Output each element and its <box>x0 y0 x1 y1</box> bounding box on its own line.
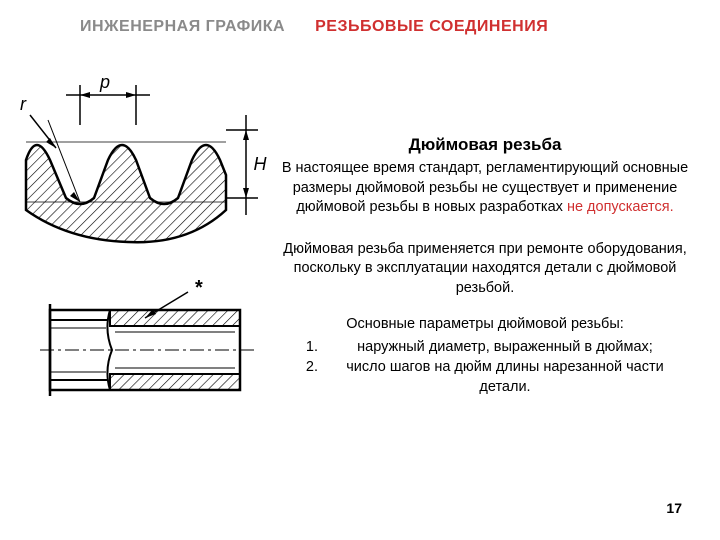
header-left-title: ИНЖЕНЕРНАЯ ГРАФИКА <box>80 18 285 36</box>
list-text-2: число шагов на дюйм длины нарезанной час… <box>330 357 700 398</box>
paragraph-2: Дюймовая резьба применяется при ремонте … <box>270 240 700 299</box>
label-star: * <box>195 280 203 299</box>
params-list: Основные параметры дюймовой резьбы: 1. н… <box>270 314 700 397</box>
content-area: Дюймовая резьба В настоящее время станда… <box>270 135 700 398</box>
list-item: 1. наружный диаметр, выраженный в дюймах… <box>270 337 700 357</box>
threaded-part-diagram: * <box>40 280 260 410</box>
list-item: 2. число шагов на дюйм длины нарезанной … <box>270 357 700 398</box>
label-p: p <box>99 72 110 92</box>
label-h: H <box>254 154 268 174</box>
header-right-title: РЕЗЬБОВЫЕ СОЕДИНЕНИЯ <box>315 18 548 36</box>
list-num-1: 1. <box>300 337 330 357</box>
list-num-2: 2. <box>300 357 330 398</box>
label-r: r <box>20 94 27 114</box>
para1-red: не допускается. <box>567 199 674 215</box>
page-number: 17 <box>666 500 682 516</box>
list-text-1: наружный диаметр, выраженный в дюймах; <box>330 337 700 357</box>
thread-profile-diagram: p r H <box>8 70 268 260</box>
list-intro: Основные параметры дюймовой резьбы: <box>270 314 700 334</box>
paragraph-1: В настоящее время стандарт, регламентиру… <box>270 159 700 218</box>
section-title: Дюймовая резьба <box>270 135 700 155</box>
